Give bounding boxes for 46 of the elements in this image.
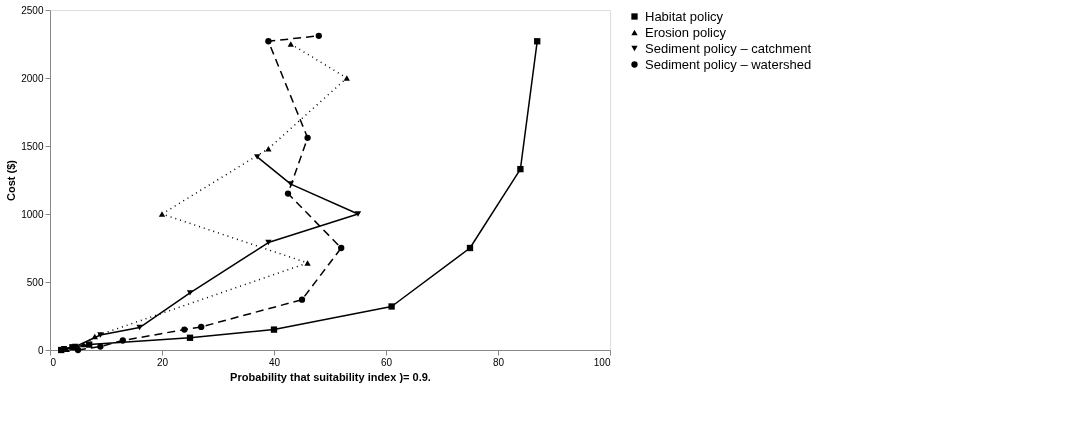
legend-label: Erosion policy [645, 24, 727, 40]
y-tick-label: 2500 [21, 4, 44, 16]
point [315, 32, 322, 39]
y-axis-title: Cost ($) [5, 159, 18, 201]
y-tick-label: 1500 [21, 140, 44, 152]
y-tick-label: 500 [26, 276, 44, 288]
point [186, 334, 194, 341]
legend-label: Sediment policy – catchment [645, 40, 812, 56]
x-tick-label: 100 [593, 356, 611, 368]
y-tick-label: 2000 [21, 72, 44, 84]
x-tick-label: 80 [492, 356, 505, 368]
point [186, 290, 194, 296]
y-tick-label: 1000 [21, 208, 44, 220]
point [158, 211, 166, 217]
legend-label: Sediment policy – watershed [645, 56, 812, 72]
x-tick-label: 40 [268, 356, 281, 368]
legend-label: Habitat policy [645, 8, 724, 24]
point [284, 190, 292, 197]
point [254, 154, 261, 160]
point [181, 326, 188, 333]
y-tick-label: 0 [37, 344, 44, 356]
point [265, 38, 272, 45]
x-tick-label: 20 [156, 356, 169, 368]
point [119, 337, 126, 344]
point [198, 323, 205, 331]
point [265, 239, 272, 246]
point [86, 341, 93, 348]
point [517, 165, 524, 173]
point [270, 326, 278, 333]
point [298, 296, 306, 303]
point [97, 332, 104, 338]
point [304, 260, 311, 266]
point [136, 324, 143, 331]
point [343, 75, 350, 81]
x-tick-label: 0 [50, 356, 57, 368]
point [354, 211, 362, 217]
x-axis-title: Probability that suitability index )= 0.9. [230, 370, 431, 383]
point [388, 303, 395, 310]
point [534, 38, 541, 45]
point [97, 343, 104, 350]
point [466, 244, 474, 252]
point [74, 346, 82, 354]
point [338, 244, 345, 252]
x-tick-label: 60 [380, 356, 393, 368]
point [304, 134, 311, 141]
point [287, 41, 294, 47]
